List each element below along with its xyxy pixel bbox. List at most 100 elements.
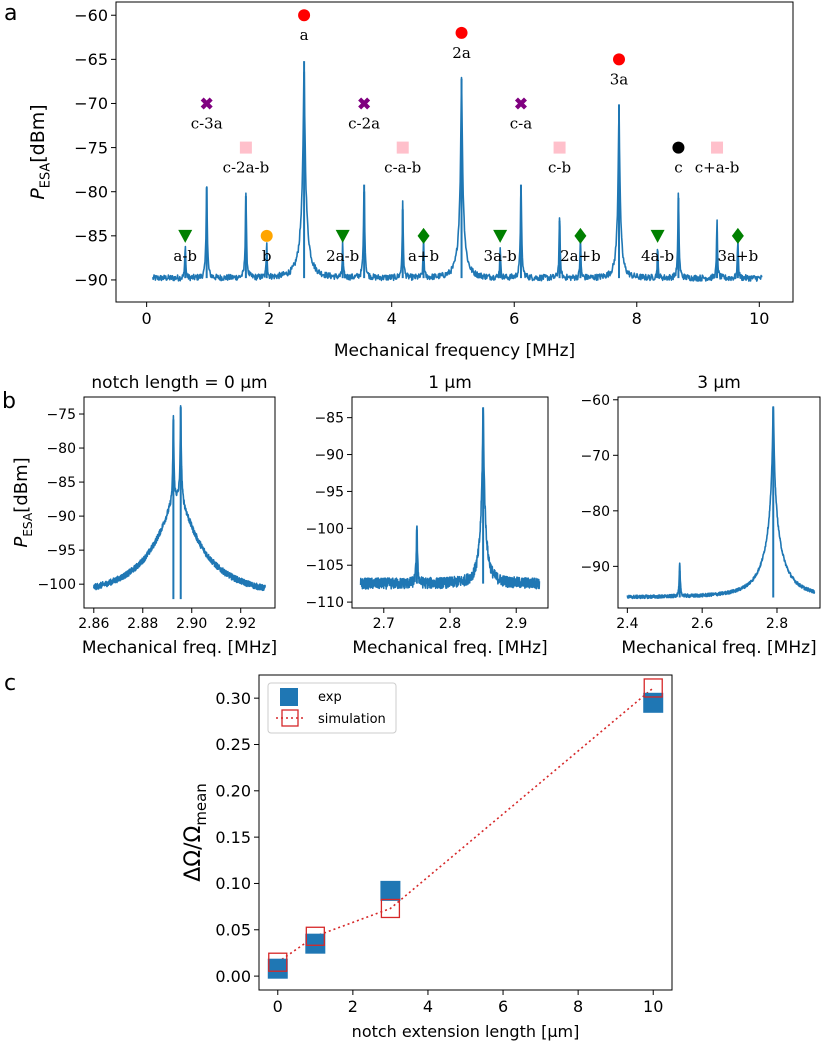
y-tick-label: −100	[306, 521, 344, 537]
x-tick-label: 2.4	[616, 616, 638, 632]
annotation-label: c-2a	[348, 114, 380, 132]
series-a	[152, 61, 763, 282]
plot-frame	[351, 396, 549, 609]
legend-sim-label: simulation	[318, 712, 386, 727]
y-tick-label: −65	[74, 50, 108, 69]
spectrum-line	[626, 406, 816, 600]
annotation-marker	[239, 141, 252, 154]
x-tick-label: 4	[423, 997, 433, 1016]
annotation-label: c-a	[510, 114, 532, 132]
simulation-line	[277, 687, 654, 963]
annotation-marker	[178, 229, 193, 243]
chart-title: notch length = 0 μm	[91, 373, 267, 393]
y-tick-label: −80	[46, 441, 76, 457]
plot-frame	[83, 396, 276, 609]
spectrum-line	[359, 407, 541, 590]
x-tick-label: 2.7	[373, 616, 395, 632]
y-tick-label: −90	[74, 271, 108, 290]
x-tick-label: 2.92	[225, 616, 256, 632]
y-tick-label: −95	[46, 543, 76, 559]
y-tick-label: 0.20	[215, 782, 251, 801]
x-tick-label: 10	[749, 309, 769, 328]
x-tick-label: 2.9	[505, 616, 527, 632]
x-tick-label: 8	[573, 997, 583, 1016]
x-tick-label: 2	[348, 997, 358, 1016]
y-tick-label: 0.05	[215, 921, 251, 940]
annotation-marker	[574, 227, 587, 244]
spectrum-line	[93, 404, 266, 592]
simulation-point	[305, 926, 325, 946]
legend-box	[267, 682, 397, 734]
x-tick-label: 4	[387, 309, 397, 328]
series-b1	[93, 404, 266, 600]
axes-b3: 2.4 2.6 2.8 −90 −80 −70 −60 Mechanical freq. [M…	[580, 373, 821, 658]
annotation-label: 2a	[452, 44, 471, 62]
annotation-label: c	[674, 159, 682, 177]
annotation-marker	[650, 229, 665, 243]
annotation-label: c-3a	[191, 114, 223, 132]
y-tick-label: −60	[580, 393, 610, 409]
annotation-label: 3a	[610, 70, 629, 88]
panel-label-b: b	[2, 389, 16, 414]
x-tick-label: 2.8	[766, 616, 788, 632]
exp-point	[267, 958, 288, 979]
y-axis-label-sub: mean	[192, 783, 210, 825]
chart-title: 1 μm	[428, 373, 472, 393]
chart-title: 3 μm	[697, 373, 741, 393]
annotation-marker	[613, 53, 626, 66]
y-tick-label: −90	[46, 509, 76, 525]
annotation-marker	[514, 97, 527, 110]
annotation-label: 3a-b	[484, 247, 517, 265]
y-tick-label: 0.30	[215, 689, 251, 708]
panel-label-a: a	[4, 1, 17, 26]
y-tick-label: −110	[306, 595, 344, 611]
y-tick-label: 0.00	[215, 967, 251, 986]
y-axis-label-sub: ESA	[38, 163, 53, 189]
axes-b1: 2.86 2.88 2.90 2.92 −100 −95 −90 −85 −80 −75 Mecha…	[2, 373, 277, 658]
annotation-marker	[298, 9, 311, 22]
y-tick-label: −90	[580, 559, 610, 575]
y-tick-label: −75	[46, 407, 76, 423]
y-axis-label: ΔΩ/Ωmean	[181, 783, 210, 882]
x-tick-label: 6	[509, 309, 519, 328]
annotation-label: 3a+b	[718, 247, 759, 265]
exp-point	[305, 933, 326, 954]
y-tick-label: −70	[74, 94, 108, 113]
annotation-label: a-b	[173, 247, 197, 265]
legend-exp-label: exp	[318, 690, 342, 705]
x-tick-label: 2	[264, 309, 274, 328]
x-tick-label: 10	[643, 997, 663, 1016]
annotation-label: c+a-b	[695, 159, 740, 177]
y-tick-label: 0.15	[215, 828, 251, 847]
series-c	[267, 678, 664, 979]
y-tick-label: −85	[46, 475, 76, 491]
legend: exp simulation	[267, 682, 397, 734]
x-axis-label: Mechanical freq. [MHz]	[352, 638, 547, 658]
annotation-label: a	[300, 26, 309, 44]
annotation-marker	[672, 141, 685, 154]
x-tick-label: 0	[142, 309, 152, 328]
annotation-label: c-b	[548, 159, 571, 177]
y-axis-label-sub: ESA	[21, 512, 35, 537]
legend-sim-marker	[281, 709, 299, 727]
y-axis-label-main: P	[27, 188, 49, 200]
annotation-marker	[260, 229, 273, 242]
simulation-point	[268, 952, 288, 972]
annotations-a: a 2a 3a c-3a c-2a c-a c-2a-b c-a-b c-b c c+a-b a-b b…	[173, 9, 758, 265]
x-axis-label: Mechanical freq. [MHz]	[621, 638, 816, 658]
annotation-marker	[553, 141, 566, 154]
annotation-marker	[396, 141, 409, 154]
panel-label-c: c	[4, 671, 16, 696]
x-tick-label: 2.8	[439, 616, 461, 632]
y-axis-label-unit: [dBm]	[27, 104, 49, 162]
annotation-marker	[493, 229, 508, 243]
x-tick-label: 6	[498, 997, 508, 1016]
axes-c: 0 2 4 6 8 10 0.00 0.05 0.10 0.15 0.20 0.25 0.30 notch…	[4, 671, 673, 1041]
y-tick-label: −80	[580, 504, 610, 520]
annotation-marker	[455, 26, 468, 39]
y-tick-label: −75	[74, 138, 108, 157]
exp-point	[643, 692, 664, 713]
x-tick-label: 2.6	[691, 616, 713, 632]
y-tick-label: −80	[74, 182, 108, 201]
